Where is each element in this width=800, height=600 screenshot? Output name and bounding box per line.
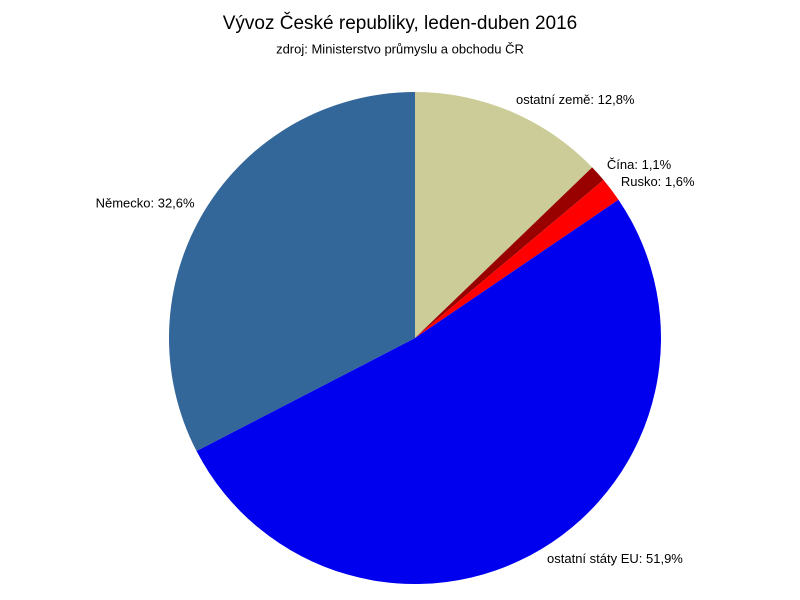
slice-label: ostatní státy EU: 51,9% [547,551,683,566]
chart-title: Vývoz České republiky, leden-duben 2016 [223,12,578,34]
slice-label: Německo: 32,6% [96,195,195,210]
pie-slice [415,167,604,338]
pie-slice [169,92,415,452]
pie-slice [196,199,662,585]
pie-slice [415,180,619,338]
chart-subtitle: zdroj: Ministerstvo průmyslu a obchodu Č… [276,41,524,56]
slice-label: Rusko: 1,6% [621,174,695,189]
slice-label: ostatní země: 12,8% [516,92,635,107]
pie-slice [415,92,593,338]
slice-label: Čína: 1,1% [607,157,672,172]
